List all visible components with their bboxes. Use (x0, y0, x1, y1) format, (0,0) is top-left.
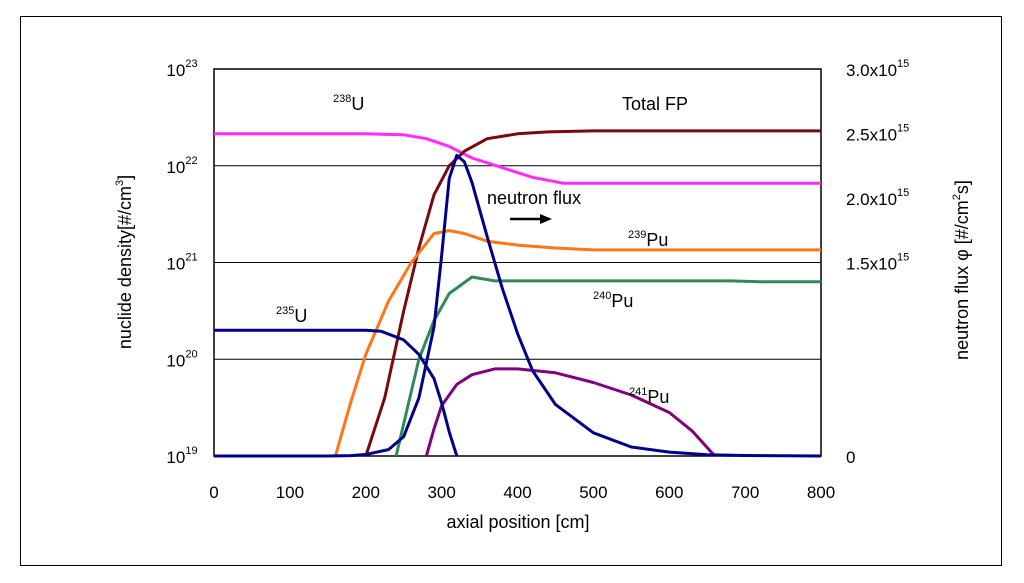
y-right-tick-label: 2.5x1015 (846, 123, 909, 145)
annotation-pu239: 239Pu (628, 229, 668, 250)
annotation-pu241: 241Pu (629, 386, 669, 407)
plot-area-border (213, 68, 822, 457)
y-right-tick-label: 2.0x1015 (846, 187, 909, 209)
y-left-tick-label: 1021 (166, 252, 197, 274)
annotation-u235: 235U (276, 305, 307, 326)
y-left-axis-label-end: ] (115, 175, 135, 180)
series-line-pu239 (333, 229, 821, 457)
y-right-axis-label-end: s] (952, 180, 972, 194)
y-right-tick-label: 0 (846, 448, 855, 467)
x-tick-label: 800 (807, 483, 835, 502)
y-left-axis-label-sup: 3 (114, 180, 126, 186)
annotation-pu240: 240Pu (593, 290, 633, 311)
y-left-tick-label: 1022 (166, 155, 197, 177)
flux-arrow (510, 214, 552, 224)
x-tick-label: 600 (655, 483, 683, 502)
annotation-totalfp: Total FP (622, 94, 688, 114)
x-axis-label: axial position [cm] (446, 512, 589, 532)
gridlines (214, 165, 821, 360)
series-line-u238 (214, 132, 821, 185)
y-right-axis-label-sup: 2 (951, 194, 963, 200)
y-right-axis-label-text: neutron flux φ [#/cm (952, 200, 972, 360)
x-tick-labels: 0 100 200 300 400 500 600 700 800 (209, 483, 835, 502)
series-line-pu241 (424, 367, 716, 458)
x-tick-label: 700 (731, 483, 759, 502)
y-left-tick-labels: 1019 1020 1021 1022 1023 (166, 58, 197, 467)
y-right-tick-labels: 0 1.5x1015 2.0x1015 2.5x1015 3.0x1015 (846, 58, 909, 467)
annotation-u238: 238U (333, 93, 364, 114)
chart-frame (20, 16, 1002, 566)
x-tick-label: 300 (427, 483, 455, 502)
series-annotations: 238U Total FP neutron flux 239Pu 240Pu 235U 24… (276, 93, 688, 407)
y-left-tick-label: 1020 (166, 348, 197, 370)
x-tick-label: 200 (352, 483, 380, 502)
x-tick-label: 500 (579, 483, 607, 502)
y-left-tick-label: 1019 (166, 445, 197, 467)
x-tick-label: 0 (209, 483, 218, 502)
series-line-flux (214, 153, 822, 458)
series-line-u235 (214, 328, 459, 457)
y-left-axis-label-text: nuclide density[#/cm (115, 186, 135, 349)
x-tick-label: 100 (276, 483, 304, 502)
x-tick-label: 400 (503, 483, 531, 502)
y-left-axis-label: nuclide density[#/cm3] (114, 175, 135, 349)
y-right-tick-label: 3.0x1015 (846, 58, 909, 80)
series-line-totalfp (364, 129, 821, 457)
annotation-flux: neutron flux (487, 188, 581, 208)
series-line-pu240 (394, 275, 821, 457)
y-right-axis-label: neutron flux φ [#/cm2s] (951, 180, 972, 360)
series-lines (214, 129, 822, 458)
y-left-tick-label: 1023 (166, 58, 197, 80)
y-right-tick-label: 1.5x1015 (846, 252, 909, 274)
